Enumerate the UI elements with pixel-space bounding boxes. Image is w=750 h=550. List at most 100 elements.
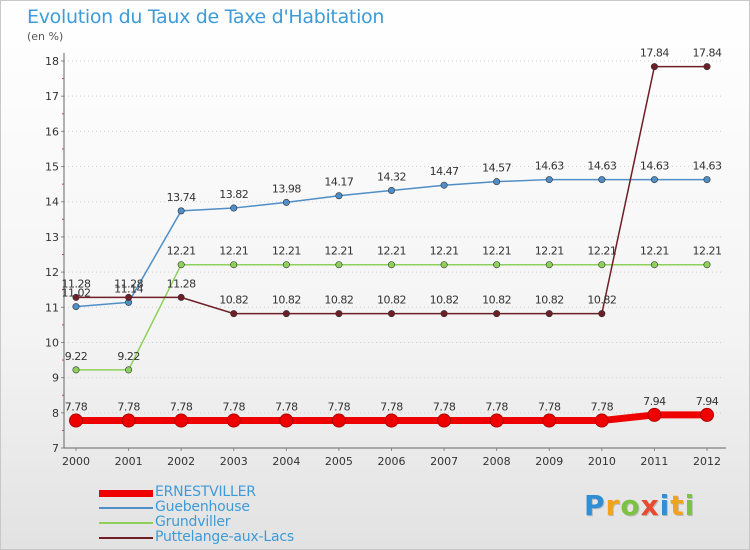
data-label-ernestviller: 7.78 bbox=[170, 401, 193, 414]
data-label-grundviller: 12.21 bbox=[324, 245, 353, 258]
data-point-ernestviller bbox=[700, 407, 714, 422]
data-label-puttelange-aux-lacs: 11.28 bbox=[167, 277, 196, 290]
data-point-puttelange-aux-lacs bbox=[545, 310, 553, 318]
data-point-grundviller bbox=[440, 261, 448, 269]
data-label-guebenhouse: 13.74 bbox=[167, 191, 196, 204]
data-point-grundviller bbox=[545, 261, 553, 269]
data-label-ernestviller: 7.78 bbox=[65, 401, 88, 414]
data-label-guebenhouse: 14.32 bbox=[377, 170, 406, 183]
data-label-grundviller: 9.22 bbox=[65, 350, 88, 363]
x-tick-label: 2000 bbox=[62, 455, 90, 468]
chart-unit-label: (en %) bbox=[27, 30, 64, 43]
logo-letter: P bbox=[584, 489, 606, 522]
data-label-grundviller: 12.21 bbox=[430, 245, 459, 258]
data-label-ernestviller: 7.78 bbox=[380, 401, 403, 414]
data-label-puttelange-aux-lacs: 10.82 bbox=[587, 294, 616, 307]
data-point-grundviller bbox=[72, 366, 80, 374]
data-label-guebenhouse: 14.63 bbox=[535, 160, 564, 173]
data-point-grundviller bbox=[598, 261, 606, 269]
legend-swatch-ernestviller bbox=[99, 490, 153, 497]
data-label-ernestviller: 7.78 bbox=[275, 401, 298, 414]
y-tick-label: 9 bbox=[52, 372, 59, 385]
data-point-puttelange-aux-lacs bbox=[72, 293, 80, 301]
data-point-puttelange-aux-lacs bbox=[703, 63, 711, 71]
data-point-ernestviller bbox=[279, 413, 294, 428]
data-point-guebenhouse bbox=[493, 178, 501, 186]
legend-swatch-guebenhouse bbox=[99, 507, 153, 509]
data-point-ernestviller bbox=[226, 413, 241, 428]
data-label-puttelange-aux-lacs: 17.84 bbox=[693, 47, 722, 60]
data-label-guebenhouse: 14.63 bbox=[587, 160, 616, 173]
data-point-grundviller bbox=[177, 261, 185, 269]
y-tick-label: 12 bbox=[45, 266, 59, 279]
y-tick-label: 7 bbox=[52, 442, 59, 455]
data-point-grundviller bbox=[387, 261, 395, 269]
x-tick-label: 2003 bbox=[220, 455, 248, 468]
data-point-ernestviller bbox=[489, 413, 504, 428]
data-point-ernestviller bbox=[331, 413, 346, 428]
data-label-ernestviller: 7.78 bbox=[485, 401, 508, 414]
y-tick-label: 13 bbox=[45, 231, 59, 244]
data-label-grundviller: 12.21 bbox=[693, 245, 722, 258]
data-point-guebenhouse bbox=[387, 186, 395, 194]
data-point-grundviller bbox=[493, 261, 501, 269]
data-point-ernestviller bbox=[594, 413, 609, 428]
data-label-puttelange-aux-lacs: 10.82 bbox=[430, 294, 459, 307]
logo-letter: i bbox=[659, 489, 671, 522]
y-tick-label: 10 bbox=[45, 336, 59, 349]
data-label-ernestviller: 7.78 bbox=[538, 401, 561, 414]
data-label-guebenhouse: 14.63 bbox=[693, 160, 722, 173]
legend-label-grundviller: Grundviller bbox=[155, 514, 231, 530]
x-tick-label: 2008 bbox=[483, 455, 511, 468]
y-tick-label: 16 bbox=[45, 125, 59, 138]
chart-title: Evolution du Taux de Taxe d'Habitation bbox=[27, 6, 385, 28]
data-point-puttelange-aux-lacs bbox=[598, 310, 606, 318]
data-label-grundviller: 12.21 bbox=[535, 245, 564, 258]
x-tick-label: 2005 bbox=[325, 455, 353, 468]
data-point-puttelange-aux-lacs bbox=[335, 310, 343, 318]
data-label-ernestviller: 7.78 bbox=[117, 401, 140, 414]
y-tick-label: 8 bbox=[52, 407, 59, 420]
data-point-puttelange-aux-lacs bbox=[282, 310, 290, 318]
data-label-grundviller: 9.22 bbox=[117, 350, 140, 363]
logo-letter: x bbox=[640, 489, 660, 522]
data-label-grundviller: 12.21 bbox=[377, 245, 406, 258]
data-point-grundviller bbox=[335, 261, 343, 269]
x-tick-label: 2011 bbox=[640, 455, 668, 468]
data-label-guebenhouse: 13.98 bbox=[272, 182, 301, 195]
logo-letter: t bbox=[670, 489, 685, 522]
data-point-guebenhouse bbox=[72, 303, 80, 311]
data-label-grundviller: 12.21 bbox=[587, 245, 616, 258]
data-point-ernestviller bbox=[437, 413, 452, 428]
data-point-guebenhouse bbox=[440, 181, 448, 189]
legend-swatch-grundviller bbox=[99, 522, 153, 524]
y-tick-label: 15 bbox=[45, 161, 59, 174]
data-point-grundviller bbox=[125, 366, 133, 374]
data-label-puttelange-aux-lacs: 10.82 bbox=[272, 294, 301, 307]
x-tick-label: 2001 bbox=[115, 455, 143, 468]
data-point-ernestviller bbox=[69, 413, 83, 428]
y-tick-label: 11 bbox=[45, 301, 59, 314]
data-label-puttelange-aux-lacs: 10.82 bbox=[324, 294, 353, 307]
data-label-puttelange-aux-lacs: 10.82 bbox=[482, 294, 511, 307]
logo-letter: o bbox=[620, 489, 641, 522]
proxiti-logo: Proxiti bbox=[584, 489, 695, 522]
data-label-puttelange-aux-lacs: 17.84 bbox=[640, 47, 669, 60]
data-point-ernestviller bbox=[542, 413, 557, 428]
data-point-grundviller bbox=[650, 261, 658, 269]
data-label-puttelange-aux-lacs: 10.82 bbox=[535, 294, 564, 307]
data-label-grundviller: 12.21 bbox=[272, 245, 301, 258]
data-point-guebenhouse bbox=[282, 198, 290, 206]
data-point-guebenhouse bbox=[335, 192, 343, 200]
data-label-guebenhouse: 14.47 bbox=[430, 165, 459, 178]
y-tick-label: 14 bbox=[45, 196, 59, 209]
y-tick-label: 18 bbox=[45, 55, 59, 68]
data-point-guebenhouse bbox=[177, 207, 185, 215]
x-tick-label: 2006 bbox=[378, 455, 406, 468]
x-tick-label: 2002 bbox=[167, 455, 195, 468]
data-point-puttelange-aux-lacs bbox=[230, 310, 238, 318]
data-label-ernestviller: 7.78 bbox=[328, 401, 351, 414]
data-label-grundviller: 12.21 bbox=[482, 245, 511, 258]
data-point-ernestviller bbox=[647, 407, 662, 422]
